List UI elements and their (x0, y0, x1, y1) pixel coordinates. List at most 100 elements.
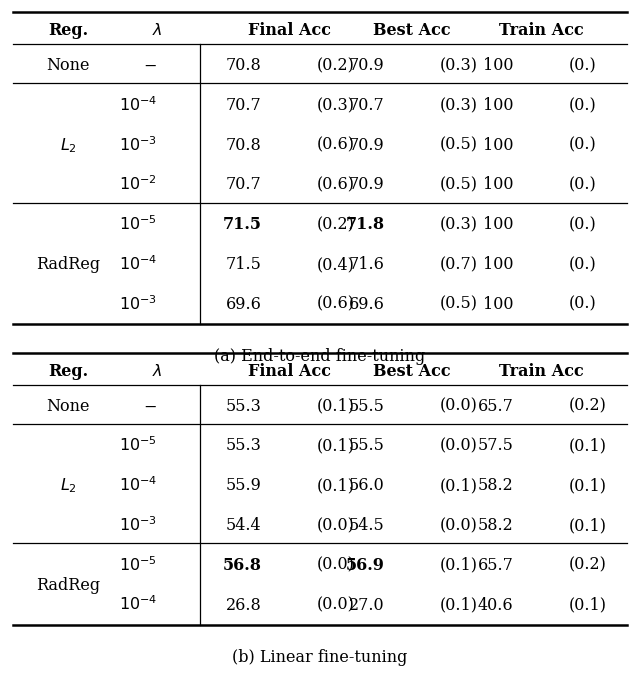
Text: 40.6: 40.6 (478, 596, 513, 614)
Text: 65.7: 65.7 (477, 398, 513, 415)
Text: $\lambda$: $\lambda$ (152, 363, 163, 379)
Text: (0.3): (0.3) (317, 97, 355, 114)
Text: (0.0): (0.0) (317, 596, 355, 614)
Text: (0.2): (0.2) (569, 557, 607, 574)
Text: (a) End-to-end fine-tuning: (a) End-to-end fine-tuning (214, 348, 426, 365)
Text: 100: 100 (483, 177, 513, 193)
Text: 70.9: 70.9 (349, 137, 385, 154)
Text: Best Acc: Best Acc (373, 363, 451, 379)
Text: (0.): (0.) (569, 97, 596, 114)
Text: (0.5): (0.5) (440, 296, 478, 313)
Text: (0.): (0.) (569, 57, 596, 74)
Text: 55.3: 55.3 (226, 437, 262, 455)
Text: (0.0): (0.0) (440, 437, 477, 455)
Text: 100: 100 (483, 97, 513, 114)
Text: (0.2): (0.2) (569, 398, 607, 415)
Text: Train Acc: Train Acc (499, 22, 584, 39)
Text: 56.0: 56.0 (349, 477, 385, 494)
Text: (0.7): (0.7) (440, 256, 478, 273)
Text: (0.): (0.) (569, 256, 596, 273)
Text: 100: 100 (483, 137, 513, 154)
Text: 69.6: 69.6 (226, 296, 262, 313)
Text: 100: 100 (483, 296, 513, 313)
Text: 55.5: 55.5 (349, 437, 385, 455)
Text: 54.4: 54.4 (226, 517, 262, 534)
Text: (0.3): (0.3) (440, 97, 478, 114)
Text: (0.0): (0.0) (440, 517, 477, 534)
Text: None: None (46, 57, 90, 74)
Text: $10^{-4}$: $10^{-4}$ (119, 255, 157, 274)
Text: 26.8: 26.8 (226, 596, 262, 614)
Text: 55.5: 55.5 (349, 398, 385, 415)
Text: Train Acc: Train Acc (499, 363, 584, 379)
Text: (0.): (0.) (569, 137, 596, 154)
Text: (0.1): (0.1) (569, 596, 607, 614)
Text: (0.1): (0.1) (569, 477, 607, 494)
Text: (0.3): (0.3) (440, 57, 478, 74)
Text: $10^{-3}$: $10^{-3}$ (119, 516, 157, 535)
Text: (0.1): (0.1) (440, 596, 478, 614)
Text: 55.9: 55.9 (226, 477, 262, 494)
Text: 100: 100 (483, 256, 513, 273)
Text: (0.0): (0.0) (440, 398, 477, 415)
Text: (0.5): (0.5) (440, 177, 478, 193)
Text: 71.5: 71.5 (223, 216, 262, 234)
Text: (b) Linear fine-tuning: (b) Linear fine-tuning (232, 648, 408, 666)
Text: 58.2: 58.2 (478, 477, 513, 494)
Text: $10^{-3}$: $10^{-3}$ (119, 136, 157, 154)
Text: 69.6: 69.6 (349, 296, 385, 313)
Text: (0.4): (0.4) (317, 256, 355, 273)
Text: 71.5: 71.5 (226, 256, 262, 273)
Text: Final Acc: Final Acc (248, 363, 331, 379)
Text: $\lambda$: $\lambda$ (152, 22, 163, 39)
Text: 70.7: 70.7 (226, 97, 262, 114)
Text: 70.8: 70.8 (226, 57, 262, 74)
Text: $10^{-4}$: $10^{-4}$ (119, 596, 157, 614)
Text: RadReg: RadReg (36, 577, 100, 594)
Text: (0.1): (0.1) (317, 437, 355, 455)
Text: (0.): (0.) (569, 177, 596, 193)
Text: (0.1): (0.1) (569, 517, 607, 534)
Text: $10^{-2}$: $10^{-2}$ (119, 176, 157, 195)
Text: 71.6: 71.6 (349, 256, 385, 273)
Text: $10^{-4}$: $10^{-4}$ (119, 476, 157, 495)
Text: (0.3): (0.3) (440, 216, 478, 234)
Text: $10^{-5}$: $10^{-5}$ (119, 436, 157, 455)
Text: $-$: $-$ (143, 398, 157, 415)
Text: None: None (46, 398, 90, 415)
Text: 70.7: 70.7 (349, 97, 385, 114)
Text: $L_2$: $L_2$ (60, 136, 77, 154)
Text: 70.9: 70.9 (349, 57, 385, 74)
Text: (0.1): (0.1) (317, 398, 355, 415)
Text: (0.2): (0.2) (317, 216, 355, 234)
Text: 70.8: 70.8 (226, 137, 262, 154)
Text: 57.5: 57.5 (477, 437, 513, 455)
Text: (0.1): (0.1) (440, 477, 478, 494)
Text: $L_2$: $L_2$ (60, 476, 77, 495)
Text: 100: 100 (483, 216, 513, 234)
Text: 54.5: 54.5 (349, 517, 385, 534)
Text: Reg.: Reg. (48, 363, 88, 379)
Text: $-$: $-$ (143, 57, 157, 74)
Text: (0.5): (0.5) (440, 137, 478, 154)
Text: 56.9: 56.9 (346, 557, 385, 574)
Text: $10^{-5}$: $10^{-5}$ (119, 215, 157, 234)
Text: Best Acc: Best Acc (373, 22, 451, 39)
Text: 70.7: 70.7 (226, 177, 262, 193)
Text: (0.): (0.) (569, 216, 596, 234)
Text: (0.0): (0.0) (317, 517, 355, 534)
Text: 58.2: 58.2 (478, 517, 513, 534)
Text: $10^{-5}$: $10^{-5}$ (119, 556, 157, 575)
Text: (0.1): (0.1) (569, 437, 607, 455)
Text: $10^{-4}$: $10^{-4}$ (119, 96, 157, 115)
Text: (0.1): (0.1) (317, 477, 355, 494)
Text: $10^{-3}$: $10^{-3}$ (119, 295, 157, 313)
Text: (0.6): (0.6) (317, 177, 355, 193)
Text: (0.0): (0.0) (317, 557, 355, 574)
Text: 56.8: 56.8 (223, 557, 262, 574)
Text: 70.9: 70.9 (349, 177, 385, 193)
Text: 100: 100 (483, 57, 513, 74)
Text: 71.8: 71.8 (346, 216, 385, 234)
Text: Reg.: Reg. (48, 22, 88, 39)
Text: (0.): (0.) (569, 296, 596, 313)
